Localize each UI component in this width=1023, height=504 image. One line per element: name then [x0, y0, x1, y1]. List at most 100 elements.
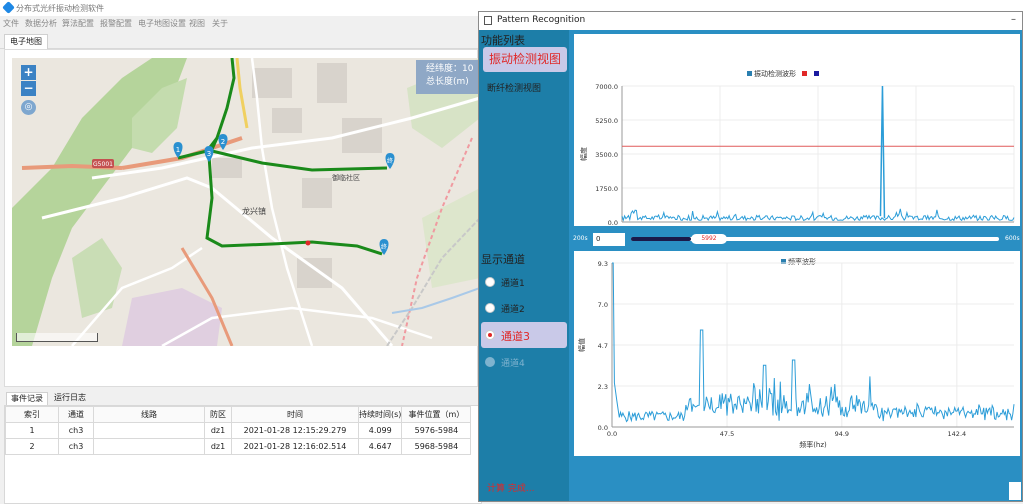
legend-swatch-0: [781, 259, 786, 264]
x-tick-label: 0.0: [607, 430, 617, 438]
scroll-handle[interactable]: [1009, 482, 1021, 500]
map-view[interactable]: 1 3 2 终 终 龙兴镇 御临社区 G5001 + − ◎ 经纬度：10 总长…: [12, 58, 480, 346]
vibration-series-line: [621, 208, 1015, 222]
svg-text:1: 1: [176, 146, 180, 154]
map-label-town: 龙兴镇: [242, 206, 266, 216]
locate-icon[interactable]: ◎: [21, 100, 36, 115]
y-tick-label: 4.7: [598, 342, 608, 350]
svg-text:终: 终: [381, 243, 387, 251]
pr-bottom-strip: [569, 460, 1022, 501]
col-line[interactable]: 线路: [93, 406, 205, 423]
legend-swatch-1: [802, 71, 807, 76]
channel-1-radio[interactable]: [485, 277, 495, 287]
channel-3-option[interactable]: 通道3: [481, 322, 567, 348]
tab-map[interactable]: 电子地图: [4, 34, 48, 49]
col-duration[interactable]: 持续时间(s): [357, 406, 403, 423]
x-tick-label: 47.5: [720, 430, 734, 438]
pattern-recognition-window: Pattern Recognition – 功能列表 振动检测视图 断纤检测视图…: [478, 11, 1023, 502]
window-icon: [484, 16, 492, 25]
cell-index: 1: [5, 422, 59, 439]
vibration-chart-svg: 振动检测波形 0.0 1750.0 3500.0 5250.0 7000.0 0.0 2250…: [579, 69, 1020, 242]
frequency-series-line: [612, 262, 1015, 423]
svg-text:终: 终: [387, 157, 393, 165]
x-tick-label: 142.4: [948, 430, 967, 438]
cell-zone: dz1: [204, 438, 232, 455]
legend-label-0: 振动检测波形: [754, 69, 796, 78]
col-time[interactable]: 时间: [231, 406, 359, 423]
tab-run-log[interactable]: 运行日志: [54, 393, 86, 402]
zoom-out-button[interactable]: −: [21, 81, 36, 96]
minimize-icon[interactable]: –: [1011, 14, 1016, 25]
col-position[interactable]: 事件位置（m）: [401, 406, 472, 423]
zoom-in-button[interactable]: +: [21, 65, 36, 80]
menu-view[interactable]: 视图: [189, 19, 205, 28]
cell-duration: 4.099: [357, 422, 403, 439]
pr-body: 功能列表 振动检测视图 断纤检测视图 显示通道 通道1 通道2 通道3 通道4 …: [479, 30, 1022, 501]
app-title: 分布式光纤振动检测软件: [16, 4, 104, 13]
svg-text:3: 3: [207, 150, 211, 158]
slider-handle[interactable]: 5992: [691, 234, 727, 244]
col-index[interactable]: 索引: [5, 406, 59, 423]
legend-label-0: 频率波形: [788, 257, 816, 266]
marker-3[interactable]: 3: [204, 146, 214, 162]
marker-end-b[interactable]: 终: [379, 239, 389, 255]
cell-position: 5976-5984: [401, 422, 472, 439]
pr-title: Pattern Recognition: [497, 15, 586, 25]
vibration-chart: 振动检测波形 0.0 1750.0 3500.0 5250.0 7000.0 0.0 2250…: [574, 34, 1020, 242]
y-tick-label: 1750.0: [595, 185, 618, 193]
table-row[interactable]: 1 ch3 dz1 2021-01-28 12:15:29.279 4.099 …: [5, 422, 472, 439]
col-zone[interactable]: 防区: [204, 406, 232, 423]
legend-swatch-2: [814, 71, 819, 76]
slider-track[interactable]: [631, 237, 999, 241]
y-tick-label: 2.3: [598, 383, 608, 391]
slider-right-label: 600s: [1005, 235, 1020, 242]
menu-map-settings[interactable]: 电子地图设置: [138, 19, 186, 28]
vibration-spike: [879, 85, 886, 219]
y-tick-label: 7000.0: [595, 83, 618, 91]
app-icon: [2, 1, 15, 14]
x-tick-label: 4500.0: [807, 225, 830, 226]
channel-4-radio[interactable]: [485, 357, 495, 367]
events-panel: 索引 通道 线路 防区 时间 持续时间(s) 事件位置（m） 1 ch3 dz1…: [4, 405, 482, 504]
channel-1-option[interactable]: 通道1: [481, 271, 567, 295]
svg-text:2: 2: [221, 138, 225, 146]
marker-2[interactable]: 2: [218, 134, 228, 150]
channel-2-radio[interactable]: [485, 303, 495, 313]
cell-zone: dz1: [204, 422, 232, 439]
marker-end-a[interactable]: 终: [385, 153, 395, 169]
cell-channel: ch3: [58, 438, 94, 455]
y-tick-label: 9.3: [598, 260, 608, 268]
y-tick-label: 7.0: [598, 301, 608, 309]
menu-about[interactable]: 关于: [212, 19, 228, 28]
marker-1[interactable]: 1: [173, 142, 183, 158]
slider-fill: [631, 237, 691, 241]
frequency-chart-svg: 频率波形 0.0 2.3 4.7 7.0 9.3 0.0 47.5 94.9 142.4 频率(hz…: [577, 257, 1015, 449]
cell-index: 2: [5, 438, 59, 455]
channel-2-option[interactable]: 通道2: [481, 297, 567, 321]
menu-data-analysis[interactable]: 数据分析: [25, 19, 57, 28]
channel-2-label: 通道2: [501, 305, 525, 315]
y-axis-label: 幅度: [579, 147, 588, 161]
y-tick-label: 3500.0: [595, 151, 618, 159]
slider-offset-input[interactable]: 0: [593, 233, 625, 246]
bottom-tabs: 事件记录 运行日志: [4, 391, 480, 405]
channel-4-option[interactable]: 通道4: [481, 351, 567, 375]
tab-event-log[interactable]: 事件记录: [6, 392, 48, 405]
col-channel[interactable]: 通道: [58, 406, 94, 423]
legend-swatch-0: [747, 71, 752, 76]
function-sidebar: 功能列表 振动检测视图 断纤检测视图 显示通道 通道1 通道2 通道3 通道4 …: [479, 30, 569, 501]
channel-3-radio[interactable]: [485, 330, 495, 340]
menu-algorithm-config[interactable]: 算法配置: [62, 19, 94, 28]
table-row[interactable]: 2 ch3 dz1 2021-01-28 12:16:02.514 4.647 …: [5, 438, 472, 455]
menu-file[interactable]: 文件: [3, 19, 19, 28]
menubar: 文件 数据分析 算法配置 报警配置 电子地图设置 视图 关于: [0, 16, 480, 31]
menu-alarm-config[interactable]: 报警配置: [100, 19, 132, 28]
nav-vibration-view[interactable]: 振动检测视图: [483, 47, 567, 72]
map-canvas: 1 3 2 终 终 龙兴镇 御临社区 G5001: [12, 58, 480, 346]
nav-break-detection-view[interactable]: 断纤检测视图: [487, 84, 542, 94]
x-tick-label: 94.9: [835, 430, 849, 438]
function-list-title: 功能列表: [481, 34, 525, 47]
channel-1-label: 通道1: [501, 279, 525, 289]
x-tick-label: 900: [1008, 225, 1020, 226]
cell-position: 5968-5984: [401, 438, 472, 455]
